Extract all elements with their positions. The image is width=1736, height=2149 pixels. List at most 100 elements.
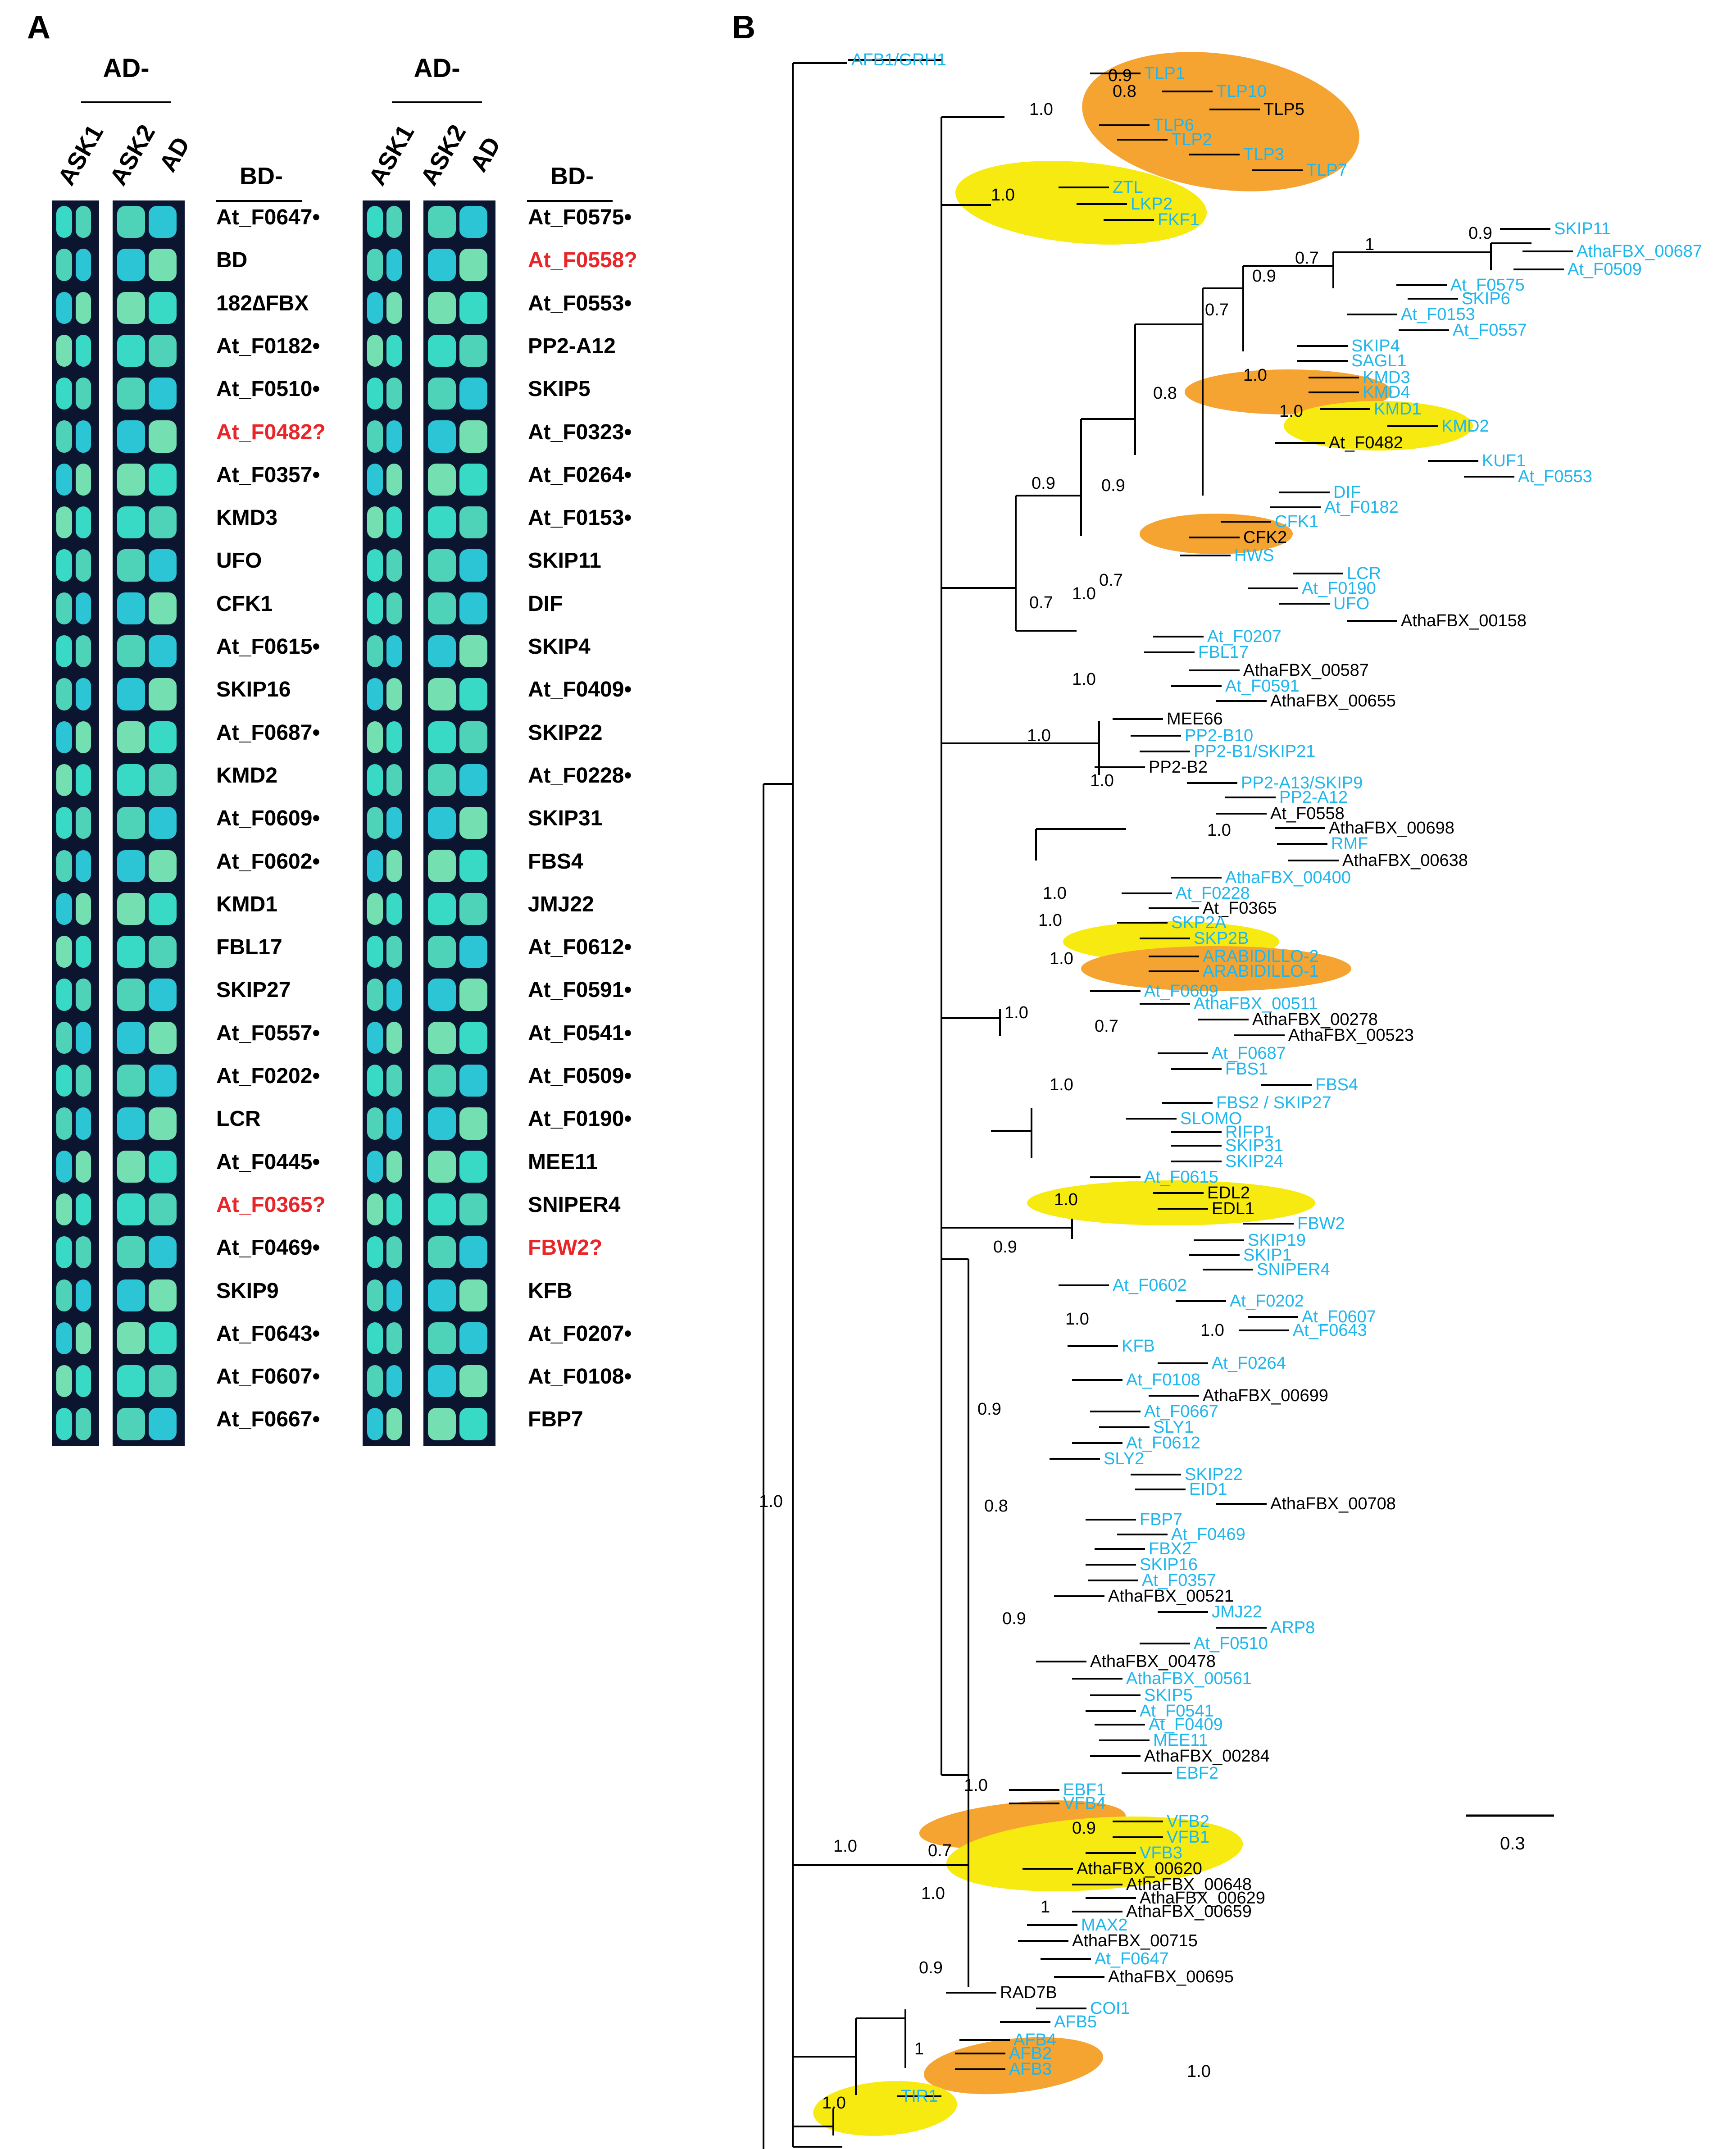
growth-spot — [75, 807, 91, 839]
taxon-label: VFB1 — [1167, 1828, 1209, 1847]
growth-spot — [459, 463, 487, 496]
growth-spot — [367, 1150, 383, 1183]
taxon-label: EBF1 — [1063, 1780, 1106, 1799]
taxon-label: TLP3 — [1243, 145, 1284, 164]
growth-spot — [56, 635, 72, 668]
bd-label: At_F0575• — [528, 205, 632, 229]
growth-spot — [75, 206, 91, 238]
growth-spot — [428, 1408, 456, 1440]
growth-spot — [149, 378, 177, 410]
growth-spot — [459, 678, 487, 710]
growth-spot — [367, 678, 383, 710]
panel-a-letter: A — [27, 9, 50, 46]
growth-spot — [367, 378, 383, 410]
taxon-label: TLP7 — [1306, 161, 1347, 180]
support-value: 1.0 — [759, 1492, 783, 1511]
bd-label: At_F0541• — [528, 1021, 632, 1045]
bd-header-right: BD- — [550, 163, 594, 190]
taxon-label: At_F0108 — [1126, 1370, 1200, 1389]
bd-label: 182∆FBX — [216, 291, 309, 315]
growth-spot — [386, 850, 402, 882]
growth-spot — [149, 1322, 177, 1355]
bd-rule-right — [527, 200, 613, 202]
growth-spot — [75, 1365, 91, 1398]
support-value: 0.7 — [928, 1841, 952, 1860]
taxon-label: PP2-B10 — [1185, 726, 1253, 745]
taxon-label: LKP2 — [1131, 195, 1172, 214]
growth-spot — [149, 1365, 177, 1398]
growth-spot — [117, 549, 145, 582]
taxon-label: SKIP22 — [1185, 1465, 1243, 1484]
bd-label: PP2-A12 — [528, 334, 616, 358]
growth-spot — [56, 1322, 72, 1355]
taxon-label: SKP2B — [1194, 929, 1249, 948]
growth-spot — [117, 1193, 145, 1226]
growth-spot — [386, 334, 402, 367]
support-value: 0.9 — [977, 1400, 1001, 1419]
growth-spot — [428, 506, 456, 539]
bd-label: At_F0509• — [528, 1064, 632, 1088]
taxon-label: FBS1 — [1225, 1060, 1268, 1079]
taxon-label: At_F0469 — [1171, 1525, 1245, 1544]
bd-label: At_F0323• — [528, 420, 632, 444]
growth-spot — [367, 1107, 383, 1140]
growth-spot — [56, 892, 72, 925]
taxon-label: AFB3 — [1009, 2060, 1052, 2079]
growth-spot — [117, 206, 145, 238]
growth-spot — [386, 1236, 402, 1269]
bd-label: At_F0190• — [528, 1107, 632, 1131]
growth-spot — [56, 463, 72, 496]
growth-spot — [75, 1193, 91, 1226]
growth-spot — [367, 1021, 383, 1054]
growth-spot — [117, 635, 145, 668]
growth-spot — [428, 1065, 456, 1097]
growth-spot — [56, 1408, 72, 1440]
support-value: 1.0 — [1065, 1310, 1089, 1329]
growth-spot — [459, 249, 487, 281]
growth-spot — [367, 936, 383, 968]
growth-spot — [56, 1021, 72, 1054]
taxon-label: AthaFBX_00699 — [1203, 1386, 1328, 1405]
growth-spot — [386, 249, 402, 281]
growth-spot — [149, 249, 177, 281]
clade-highlight — [1027, 1180, 1315, 1225]
growth-spot — [149, 592, 177, 624]
growth-spot — [459, 850, 487, 882]
taxon-label: HWS — [1234, 546, 1274, 565]
taxon-label: EBF2 — [1176, 1764, 1218, 1783]
bd-label: DIF — [528, 592, 563, 616]
growth-spot — [367, 1193, 383, 1226]
growth-spot — [117, 764, 145, 797]
taxon-label: At_F0647 — [1095, 1949, 1169, 1968]
taxon-label: VFB2 — [1167, 1812, 1209, 1831]
support-value: 1.0 — [1054, 1190, 1078, 1209]
growth-spot — [428, 850, 456, 882]
growth-spot — [75, 721, 91, 753]
taxon-label: SKIP16 — [1140, 1555, 1198, 1574]
taxon-label: CFK2 — [1243, 528, 1287, 547]
taxon-label: COI1 — [1090, 1999, 1130, 2018]
taxon-label: KMD4 — [1363, 383, 1410, 402]
taxon-label: At_F0510 — [1194, 1634, 1268, 1653]
growth-spot — [149, 549, 177, 582]
growth-spot — [149, 892, 177, 925]
growth-spot — [56, 1279, 72, 1311]
taxon-label: At_F0228 — [1176, 884, 1250, 903]
growth-spot — [56, 249, 72, 281]
taxon-label: EDL2 — [1207, 1184, 1250, 1202]
support-value: 1.0 — [1207, 821, 1231, 840]
taxon-label: MEE11 — [1153, 1731, 1208, 1750]
support-value: 1.0 — [822, 2094, 846, 2113]
clade-highlight — [955, 161, 1207, 245]
growth-spot — [386, 549, 402, 582]
growth-block-left-1-col1 — [52, 200, 99, 373]
growth-spot — [428, 807, 456, 839]
growth-spot — [459, 1279, 487, 1311]
growth-spot — [428, 549, 456, 582]
clade-highlight — [923, 2037, 1104, 2094]
growth-spot — [117, 291, 145, 324]
bd-label: At_F0264• — [528, 463, 632, 487]
growth-spot — [149, 979, 177, 1011]
growth-spot — [56, 721, 72, 753]
growth-spot — [75, 334, 91, 367]
